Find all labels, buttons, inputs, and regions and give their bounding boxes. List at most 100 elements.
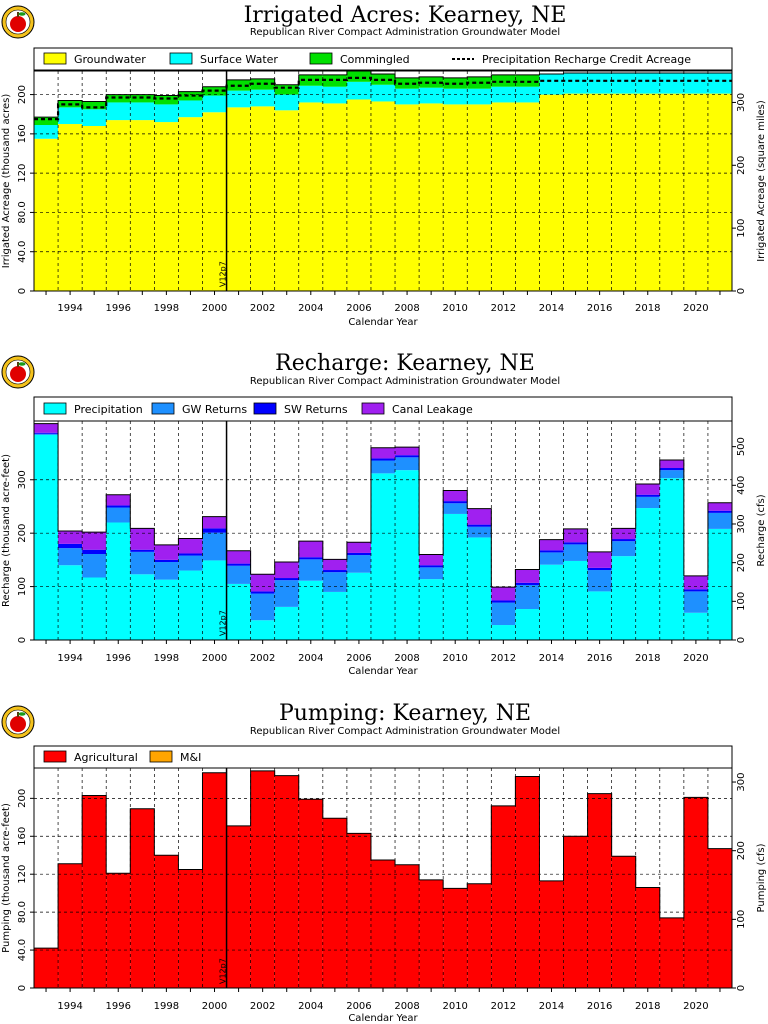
bar-segment <box>34 125 59 139</box>
bar-segment <box>370 460 396 474</box>
bar-segment <box>250 106 275 291</box>
y2-tick-label: 300 <box>736 93 747 112</box>
x-tick-label: 2018 <box>635 653 660 664</box>
bar-segment <box>395 470 420 640</box>
bar-segment <box>707 72 732 94</box>
bar-segment <box>346 81 371 100</box>
logo-apple <box>10 16 26 32</box>
legend-label: GW Returns <box>182 403 247 416</box>
x-tick-label: 2020 <box>683 653 708 664</box>
bar-total-outline <box>33 423 733 640</box>
bar-segment <box>130 551 155 575</box>
bar-segment <box>130 102 155 121</box>
bar-segment <box>611 539 636 542</box>
y-tick-label: 80.0 <box>17 901 28 923</box>
legend-swatch <box>149 750 173 763</box>
bar-segment <box>515 776 540 988</box>
bar-segment <box>82 554 107 578</box>
legend-swatch <box>253 402 277 415</box>
bar-segment <box>154 579 179 640</box>
bar-segment <box>130 549 155 552</box>
bar-segment <box>154 855 179 988</box>
y2-tick-label: 400 <box>736 476 747 495</box>
y2-tick-label: 0 <box>736 637 747 643</box>
bar-segment <box>539 73 564 95</box>
bar-segment <box>202 516 227 529</box>
bar-segment <box>683 589 708 592</box>
bar-segment <box>539 552 564 565</box>
x-tick-label: 2016 <box>587 303 612 314</box>
bar-segment <box>130 120 155 291</box>
x-tick-label: 2002 <box>250 303 275 314</box>
bar-segment <box>106 102 131 121</box>
bar-segment <box>106 120 131 291</box>
bar-segment <box>443 104 468 292</box>
legend-label: Commingled <box>340 53 410 66</box>
x-tick-label: 2006 <box>346 1001 371 1012</box>
bar-segment <box>395 457 420 471</box>
x-tick-label: 1996 <box>106 653 131 664</box>
bar-segment <box>587 793 612 988</box>
x-tick-label: 2010 <box>442 303 467 314</box>
bar-segment <box>683 591 708 613</box>
legend-label: Surface Water <box>200 53 278 66</box>
bar-segment <box>154 562 179 580</box>
bar-segment <box>419 879 444 988</box>
bar-segment <box>635 484 660 495</box>
x-tick-label: 2016 <box>587 1001 612 1012</box>
bar-segment <box>298 799 323 988</box>
bar-segment <box>563 542 588 545</box>
bar-segment <box>226 550 251 564</box>
bar-segment <box>467 524 492 527</box>
bar-segment <box>346 70 371 82</box>
x-tick-label: 1996 <box>106 303 131 314</box>
x-tick-label: 2012 <box>491 1001 516 1012</box>
bar-segment <box>322 103 347 292</box>
bar-segment <box>443 513 468 640</box>
x-tick-label: 2008 <box>394 1001 419 1012</box>
y-axis-label: Irrigated Acreage (thousand acres) <box>1 94 12 269</box>
bar-segment <box>491 602 516 626</box>
bar-segment <box>635 496 660 509</box>
y-tick-label: 0 <box>17 288 28 294</box>
bar-segment <box>274 606 299 640</box>
bar-segment <box>611 93 636 291</box>
y-tick-label: 100 <box>17 577 28 596</box>
y-tick-label: 160 <box>17 827 28 846</box>
bar-segment <box>322 74 347 87</box>
bar-segment <box>707 512 732 529</box>
y2-tick-label: 200 <box>736 841 747 860</box>
x-tick-label: 2002 <box>250 1001 275 1012</box>
x-tick-label: 1994 <box>57 1001 82 1012</box>
x-tick-label: 2010 <box>442 1001 467 1012</box>
bar-segment <box>611 528 636 540</box>
y-axis-label: Pumping (thousand acre-feet) <box>1 803 12 953</box>
bar-segment <box>539 550 564 553</box>
x-tick-label: 1998 <box>154 653 179 664</box>
bar-segment <box>226 583 251 640</box>
legend-swatch <box>43 52 67 65</box>
bar-segment <box>491 74 516 87</box>
bar-segment <box>202 112 227 291</box>
bar-segment <box>683 575 708 590</box>
bar-segment <box>659 470 684 479</box>
bar-segment <box>130 574 155 640</box>
bar-segment <box>298 557 323 560</box>
y2-tick-label: 0 <box>736 985 747 991</box>
y-tick-label: 120 <box>17 164 28 183</box>
bar-segment <box>226 565 251 584</box>
y-tick-label: 0 <box>17 637 28 643</box>
bar-segment <box>178 100 203 118</box>
bar-segment <box>515 102 540 291</box>
bar-segment <box>322 591 347 640</box>
x-tick-label: 2008 <box>394 653 419 664</box>
logo-leaf <box>18 12 26 16</box>
bar-segment <box>587 93 612 291</box>
bar-segment <box>34 433 59 435</box>
bar-segment <box>322 572 347 592</box>
legend-box <box>33 47 733 71</box>
legend-label: Canal Leakage <box>392 403 473 416</box>
bar-segment <box>539 94 564 291</box>
